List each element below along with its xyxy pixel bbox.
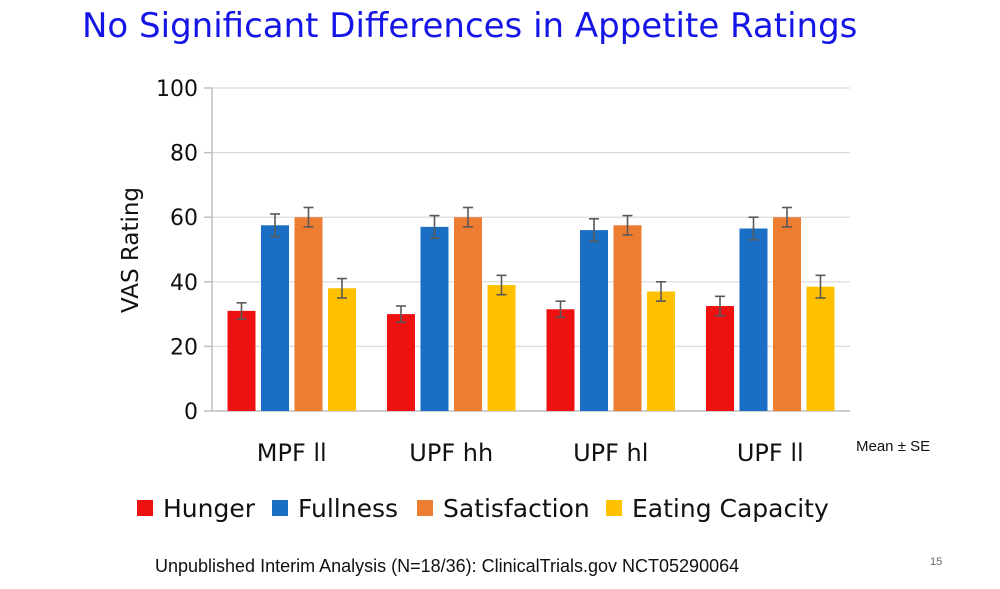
bar-fullness-0 <box>261 225 289 411</box>
bar-hunger-3 <box>706 306 734 411</box>
bar-hunger-1 <box>387 314 415 411</box>
bar-satisfaction-2 <box>613 225 642 411</box>
bar-fullness-3 <box>739 228 768 411</box>
bar-satisfaction-0 <box>294 217 323 411</box>
category-label-1: UPF hh <box>409 439 493 467</box>
bar-eating-capacity-0 <box>328 288 356 411</box>
category-labels: MPF ll UPF hh UPF hl UPF ll <box>257 439 804 467</box>
legend-label-satisfaction: Satisfaction <box>443 494 590 523</box>
y-tick-label-0: 0 <box>184 400 198 425</box>
page-title: No Significant Differences in Appetite R… <box>82 6 858 46</box>
footer-citation: Unpublished Interim Analysis (N=18/36): … <box>155 556 740 576</box>
bar-satisfaction-1 <box>454 217 482 411</box>
bar-eating-capacity-1 <box>487 285 516 411</box>
legend-swatch-fullness <box>272 500 288 516</box>
y-axis-ticks: 0 20 40 60 80 100 <box>156 77 212 425</box>
y-tick-label-80: 80 <box>170 142 198 167</box>
legend: Hunger Fullness Satisfaction Eating Capacit… <box>137 494 829 523</box>
bar-eating-capacity-3 <box>806 286 835 411</box>
bar-satisfaction-3 <box>773 217 801 411</box>
bar-eating-capacity-2 <box>647 291 675 411</box>
legend-swatch-eating-capacity <box>606 500 622 516</box>
bar-hunger-2 <box>546 309 575 411</box>
y-tick-label-20: 20 <box>170 335 198 360</box>
legend-label-hunger: Hunger <box>163 494 256 523</box>
y-tick-label-60: 60 <box>170 206 198 231</box>
y-tick-label-100: 100 <box>156 77 198 102</box>
legend-swatch-hunger <box>137 500 153 516</box>
y-tick-label-40: 40 <box>170 271 198 296</box>
category-label-0: MPF ll <box>257 439 327 467</box>
bar-fullness-2 <box>580 230 608 411</box>
legend-label-eating-capacity: Eating Capacity <box>632 494 829 523</box>
category-label-2: UPF hl <box>573 439 648 467</box>
bar-fullness-1 <box>420 226 449 411</box>
y-axis-label: VAS Rating <box>118 187 144 313</box>
legend-swatch-satisfaction <box>417 500 433 516</box>
mean-se-note: Mean ± SE <box>856 438 931 455</box>
legend-label-fullness: Fullness <box>298 494 398 523</box>
category-label-3: UPF ll <box>737 439 804 467</box>
page-number: 15 <box>930 556 943 568</box>
bars <box>227 206 835 411</box>
bar-hunger-0 <box>227 310 256 411</box>
